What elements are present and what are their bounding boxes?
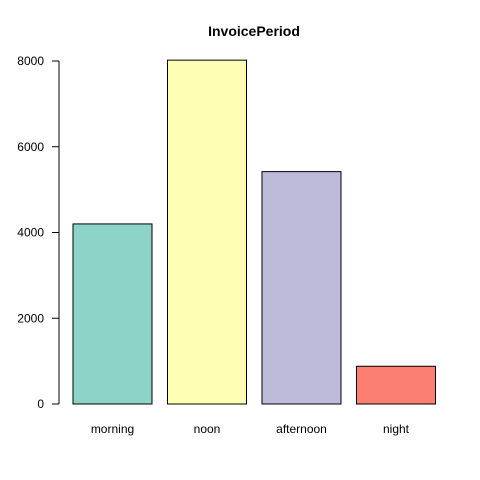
y-tick-label: 8000 [17,54,44,68]
y-tick-label: 0 [37,397,44,411]
chart-title: InvoicePeriod [208,23,300,39]
y-axis: 0 2000 4000 6000 8000 [17,54,60,411]
x-category-label: night [383,422,410,436]
bar-night [356,365,436,405]
y-tick-label: 2000 [17,311,44,325]
x-axis-labels: morning noon afternoon night [91,422,410,436]
y-tick-label: 4000 [17,226,44,240]
bar-morning [72,223,153,405]
bar-noon [167,59,247,405]
x-category-label: noon [194,422,221,436]
bars [72,59,436,405]
x-category-label: morning [91,422,134,436]
y-tick-label: 6000 [17,140,44,154]
bar-afternoon [261,171,342,405]
x-category-label: afternoon [276,422,327,436]
